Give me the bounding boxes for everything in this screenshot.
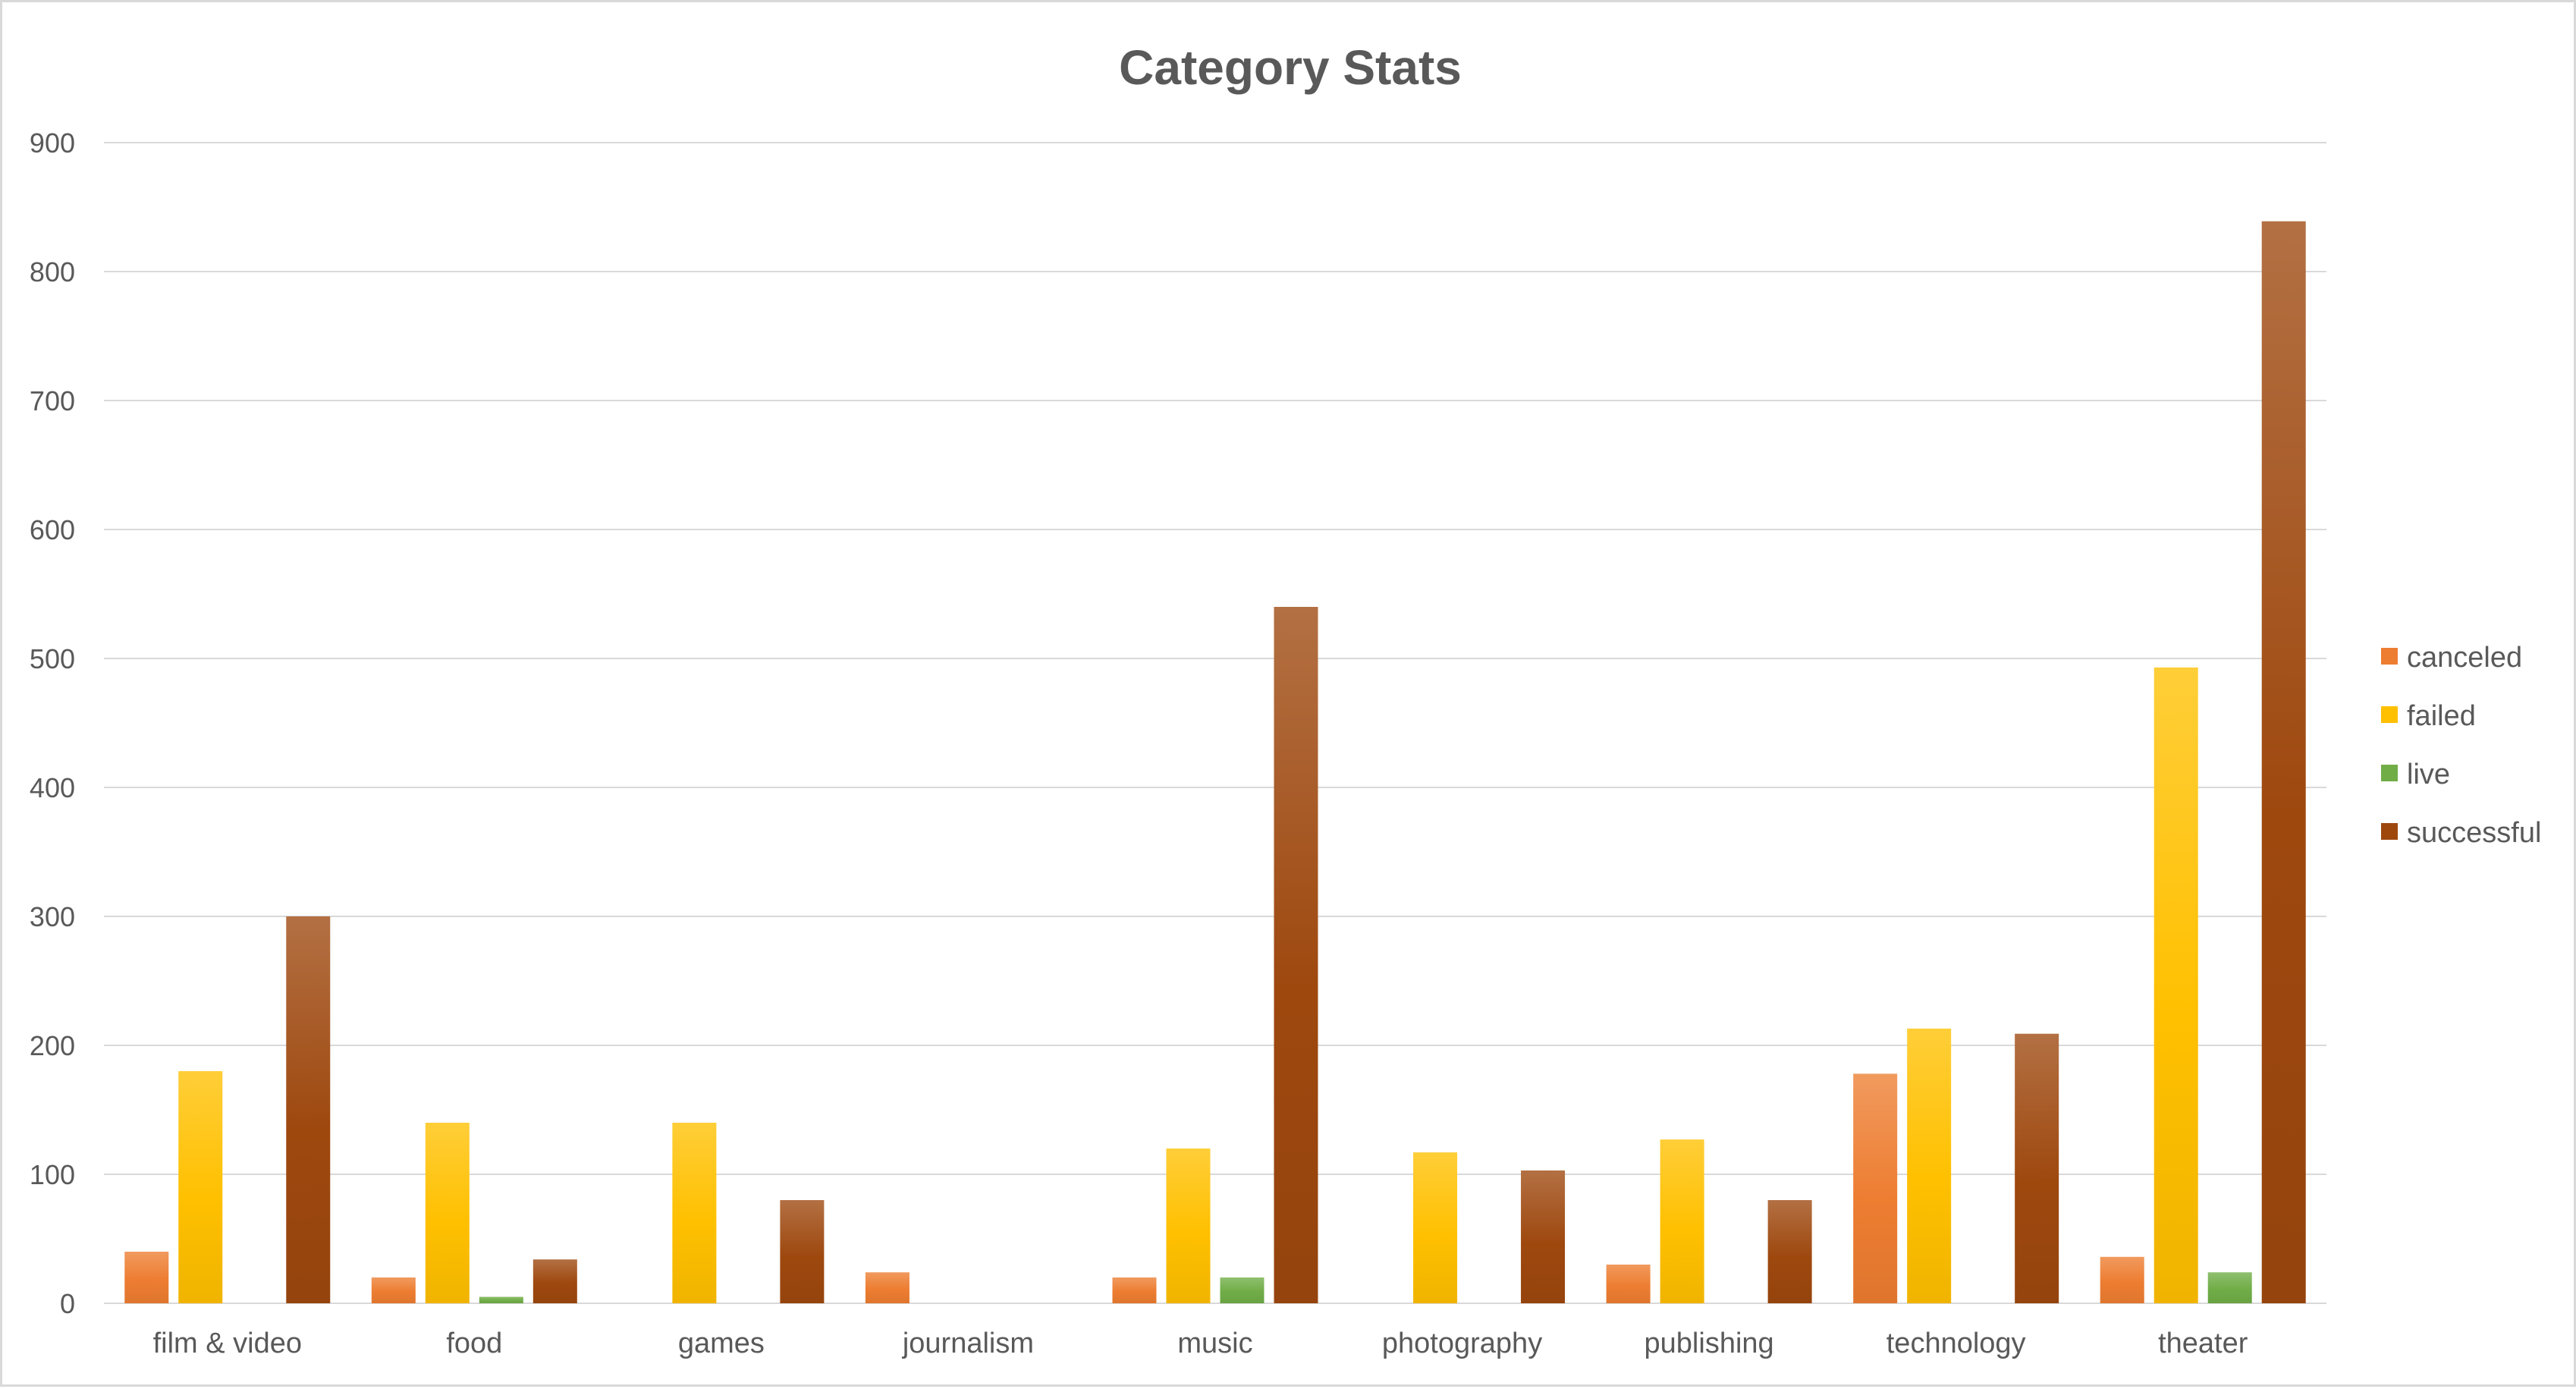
x-category-label-publishing: publishing (1645, 1328, 1774, 1359)
bar-theater-live (2207, 1272, 2252, 1303)
y-tick-label-800: 800 (30, 256, 75, 288)
bar-film-video-canceled (124, 1252, 169, 1303)
bar-music-canceled (1112, 1277, 1157, 1303)
bar-photography-failed (1413, 1152, 1458, 1303)
legend-label-successful: successful (2407, 817, 2541, 849)
bar-music-successful (1274, 607, 1318, 1303)
bar-technology-successful (2015, 1033, 2059, 1303)
bar-journalism-canceled (865, 1272, 909, 1303)
y-tick-label-500: 500 (30, 643, 75, 674)
y-tick-label-100: 100 (30, 1159, 75, 1190)
bar-publishing-successful (1767, 1200, 1812, 1303)
bar-publishing-canceled (1606, 1265, 1651, 1303)
legend-swatch-live (2381, 765, 2398, 781)
x-category-label-photography: photography (1382, 1328, 1542, 1359)
bar-film-video-successful (286, 916, 331, 1303)
bar-food-canceled (371, 1277, 416, 1303)
y-tick-label-200: 200 (30, 1030, 75, 1061)
y-tick-label-600: 600 (30, 514, 75, 545)
y-tick-label-300: 300 (30, 901, 75, 932)
x-category-label-games: games (678, 1328, 765, 1359)
bar-theater-canceled (2100, 1256, 2144, 1303)
x-axis-category-labels: film & video food games journalism music phot… (153, 1328, 2248, 1359)
x-category-label-technology: technology (1886, 1328, 2026, 1359)
y-tick-label-400: 400 (30, 772, 75, 803)
bar-technology-canceled (1853, 1073, 1898, 1303)
y-tick-label-700: 700 (30, 385, 75, 416)
legend-swatch-successful (2381, 823, 2398, 840)
legend-label-live: live (2407, 759, 2450, 790)
gridlines (104, 142, 2326, 1304)
bar-publishing-failed (1660, 1139, 1704, 1303)
bars (124, 221, 2306, 1304)
bar-photography-successful (1521, 1170, 1566, 1303)
bar-theater-failed (2153, 667, 2198, 1303)
bar-music-failed (1166, 1149, 1211, 1303)
bar-games-successful (780, 1200, 825, 1303)
legend: canceled failed live successful (2381, 642, 2541, 849)
bar-technology-failed (1907, 1028, 1952, 1303)
x-category-label-theater: theater (2158, 1328, 2248, 1359)
bar-film-video-failed (178, 1071, 223, 1303)
bar-food-failed (425, 1123, 470, 1303)
bar-food-successful (532, 1259, 577, 1303)
y-tick-label-0: 0 (60, 1288, 75, 1319)
y-axis-tick-labels: 0 100 200 300 400 500 600 700 800 900 (30, 127, 75, 1319)
y-tick-label-900: 900 (30, 127, 75, 159)
legend-swatch-canceled (2381, 648, 2398, 665)
chart-title: Category Stats (1119, 40, 1462, 95)
legend-swatch-failed (2381, 706, 2398, 723)
legend-label-failed: failed (2407, 700, 2476, 732)
bar-music-live (1220, 1277, 1264, 1303)
x-category-label-journalism: journalism (902, 1328, 1034, 1359)
bar-games-failed (672, 1123, 717, 1303)
legend-label-canceled: canceled (2407, 642, 2522, 674)
bar-theater-successful (2261, 221, 2306, 1304)
x-category-label-film-video: film & video (153, 1328, 302, 1359)
x-category-label-music: music (1177, 1328, 1252, 1359)
bar-food-live (479, 1296, 523, 1303)
x-category-label-food: food (446, 1328, 502, 1359)
